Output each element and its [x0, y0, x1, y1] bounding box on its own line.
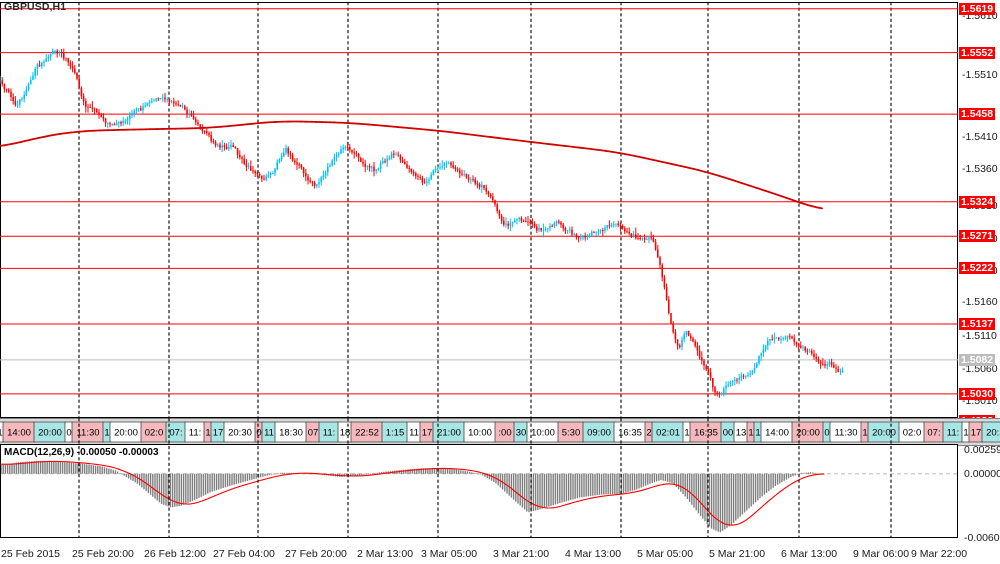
svg-text:1: 1 [963, 428, 968, 439]
svg-text:20:30: 20:30 [986, 428, 1000, 439]
svg-text:17: 17 [971, 428, 982, 439]
